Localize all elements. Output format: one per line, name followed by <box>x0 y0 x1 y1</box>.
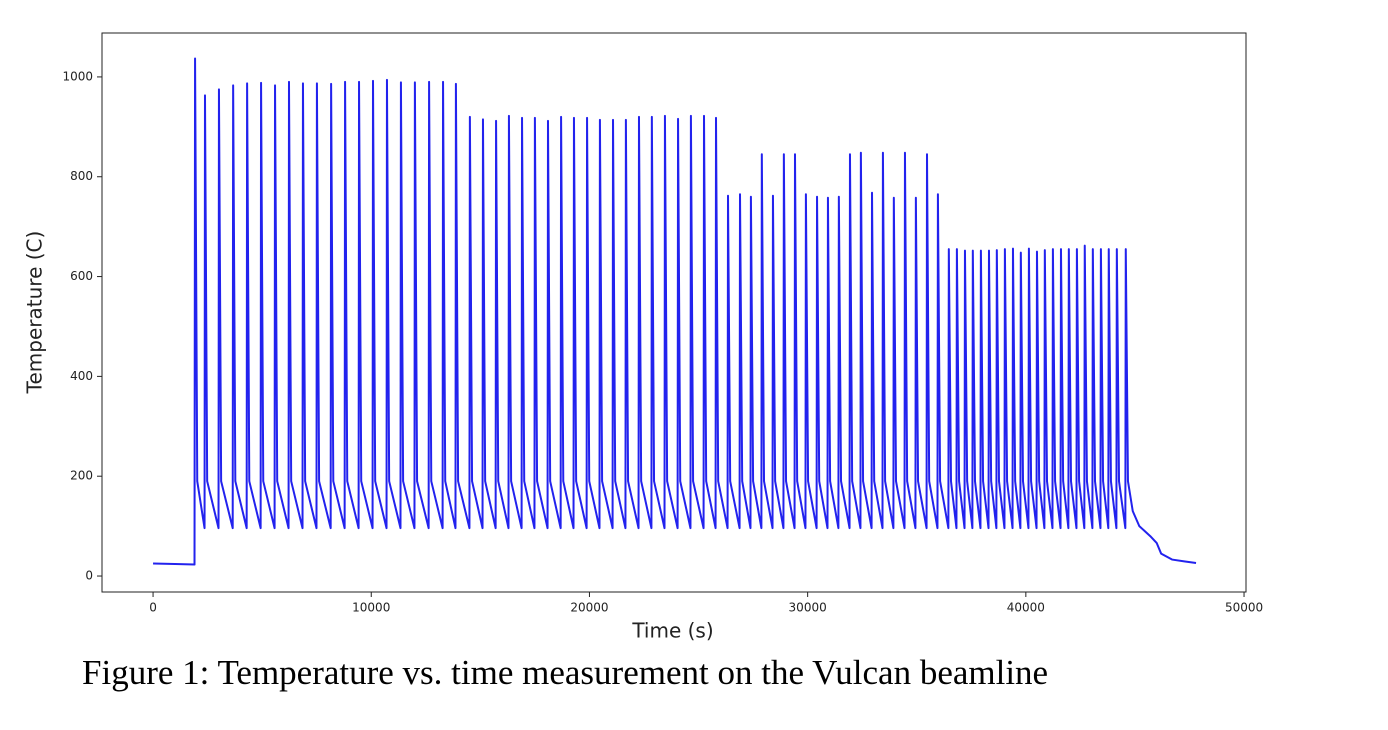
y-tick-label: 200 <box>70 469 93 483</box>
y-tick-label: 800 <box>70 169 93 183</box>
plot-frame <box>101 32 1247 593</box>
x-tick-label: 0 <box>149 601 157 615</box>
x-tick-label: 30000 <box>789 601 827 615</box>
data-line <box>153 57 1197 566</box>
figure-caption: Figure 1: Temperature vs. time measureme… <box>82 653 1048 692</box>
x-tick-label: 40000 <box>1007 601 1045 615</box>
x-tick-label: 10000 <box>352 601 390 615</box>
y-tick-label: 0 <box>85 569 93 583</box>
y-tick-label: 400 <box>70 369 93 383</box>
x-tick-label: 50000 <box>1225 601 1263 615</box>
y-tick-label: 600 <box>70 269 93 283</box>
x-axis-label: Time (s) <box>631 619 713 643</box>
y-tick-label: 1000 <box>62 69 93 83</box>
x-tick-label: 20000 <box>570 601 608 615</box>
y-axis-label: Temperature (C) <box>23 231 47 395</box>
